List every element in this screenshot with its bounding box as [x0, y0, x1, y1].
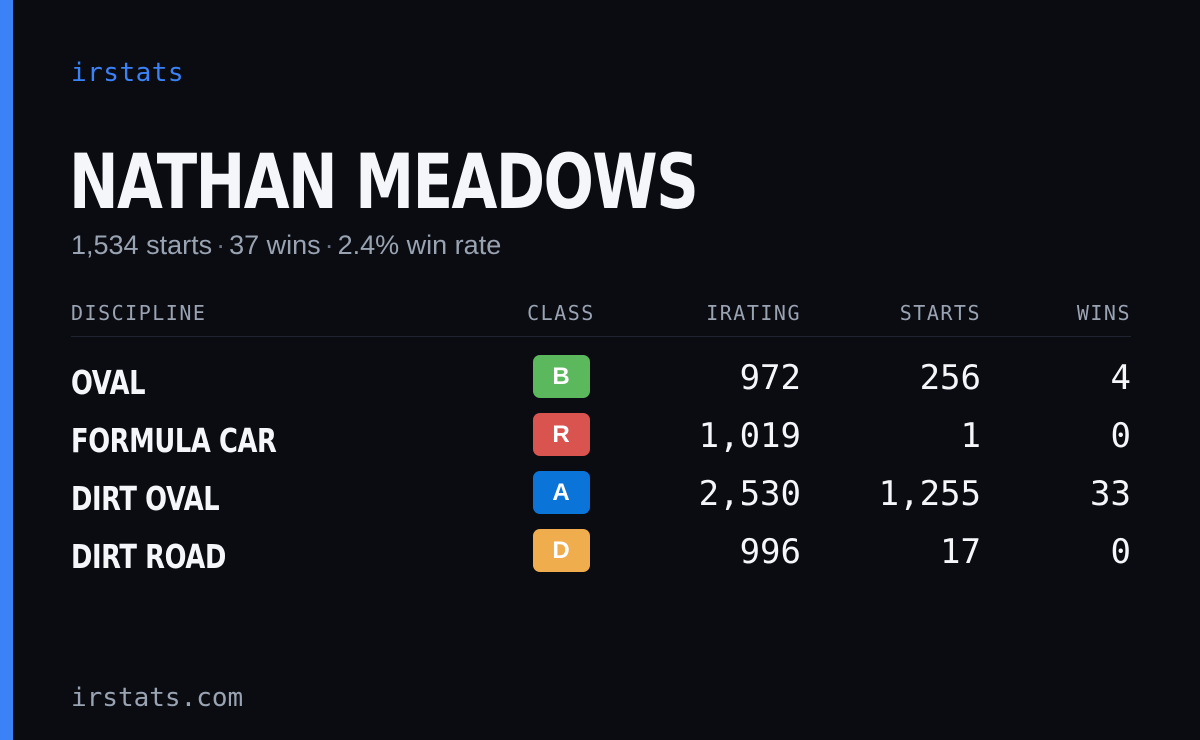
row-discipline: FORMULA CAR [71, 421, 277, 460]
header-wins: WINS [1076, 301, 1131, 325]
row-starts: 1,255 [878, 474, 981, 514]
driver-summary: 1,534 starts · 37 wins · 2.4% win rate [71, 228, 501, 262]
accent-bar [0, 0, 13, 740]
row-wins: 4 [1110, 358, 1131, 398]
row-wins: 33 [1090, 474, 1131, 514]
class-badge: B [532, 355, 590, 398]
row-starts: 256 [919, 358, 981, 398]
row-wins: 0 [1110, 416, 1131, 456]
table-row: FORMULA CAR R 1,019 1 0 [71, 411, 1131, 469]
row-wins: 0 [1110, 532, 1131, 572]
header-class: CLASS [527, 301, 595, 325]
row-class: R [513, 413, 609, 456]
header-starts: STARTS [899, 301, 981, 325]
row-irating: 2,530 [698, 474, 801, 514]
footer-url[interactable]: irstats.com [71, 683, 244, 713]
summary-separator: · [216, 230, 226, 260]
class-badge: D [532, 529, 590, 572]
table-row: DIRT ROAD D 996 17 0 [71, 527, 1131, 585]
row-starts: 1 [960, 416, 981, 456]
row-class: D [513, 529, 609, 572]
row-discipline: OVAL [71, 363, 146, 402]
summary-wins: 37 wins [229, 230, 321, 260]
class-badge: A [532, 471, 590, 514]
summary-win-rate: 2.4% win rate [337, 230, 502, 260]
table-row: DIRT OVAL A 2,530 1,255 33 [71, 469, 1131, 527]
driver-name: NATHAN MEADOWS [69, 137, 699, 226]
class-badge: R [532, 413, 590, 456]
row-discipline: DIRT OVAL [71, 479, 220, 518]
header-discipline: DISCIPLINE [71, 301, 207, 325]
stats-table: DISCIPLINE CLASS IRATING STARTS WINS OVA… [71, 296, 1131, 585]
row-irating: 996 [739, 532, 801, 572]
row-class: A [513, 471, 609, 514]
table-row: OVAL B 972 256 4 [71, 353, 1131, 411]
table-header: DISCIPLINE CLASS IRATING STARTS WINS [71, 296, 1131, 337]
table-body: OVAL B 972 256 4 FORMULA CAR R 1,019 1 0… [71, 353, 1131, 585]
row-irating: 972 [739, 358, 801, 398]
header-irating: IRATING [706, 301, 801, 325]
summary-separator: · [324, 230, 334, 260]
brand-logo-text: irstats [71, 58, 185, 88]
row-discipline: DIRT ROAD [71, 537, 226, 576]
summary-starts: 1,534 starts [71, 230, 213, 260]
row-class: B [513, 355, 609, 398]
row-irating: 1,019 [698, 416, 801, 456]
row-starts: 17 [940, 532, 981, 572]
